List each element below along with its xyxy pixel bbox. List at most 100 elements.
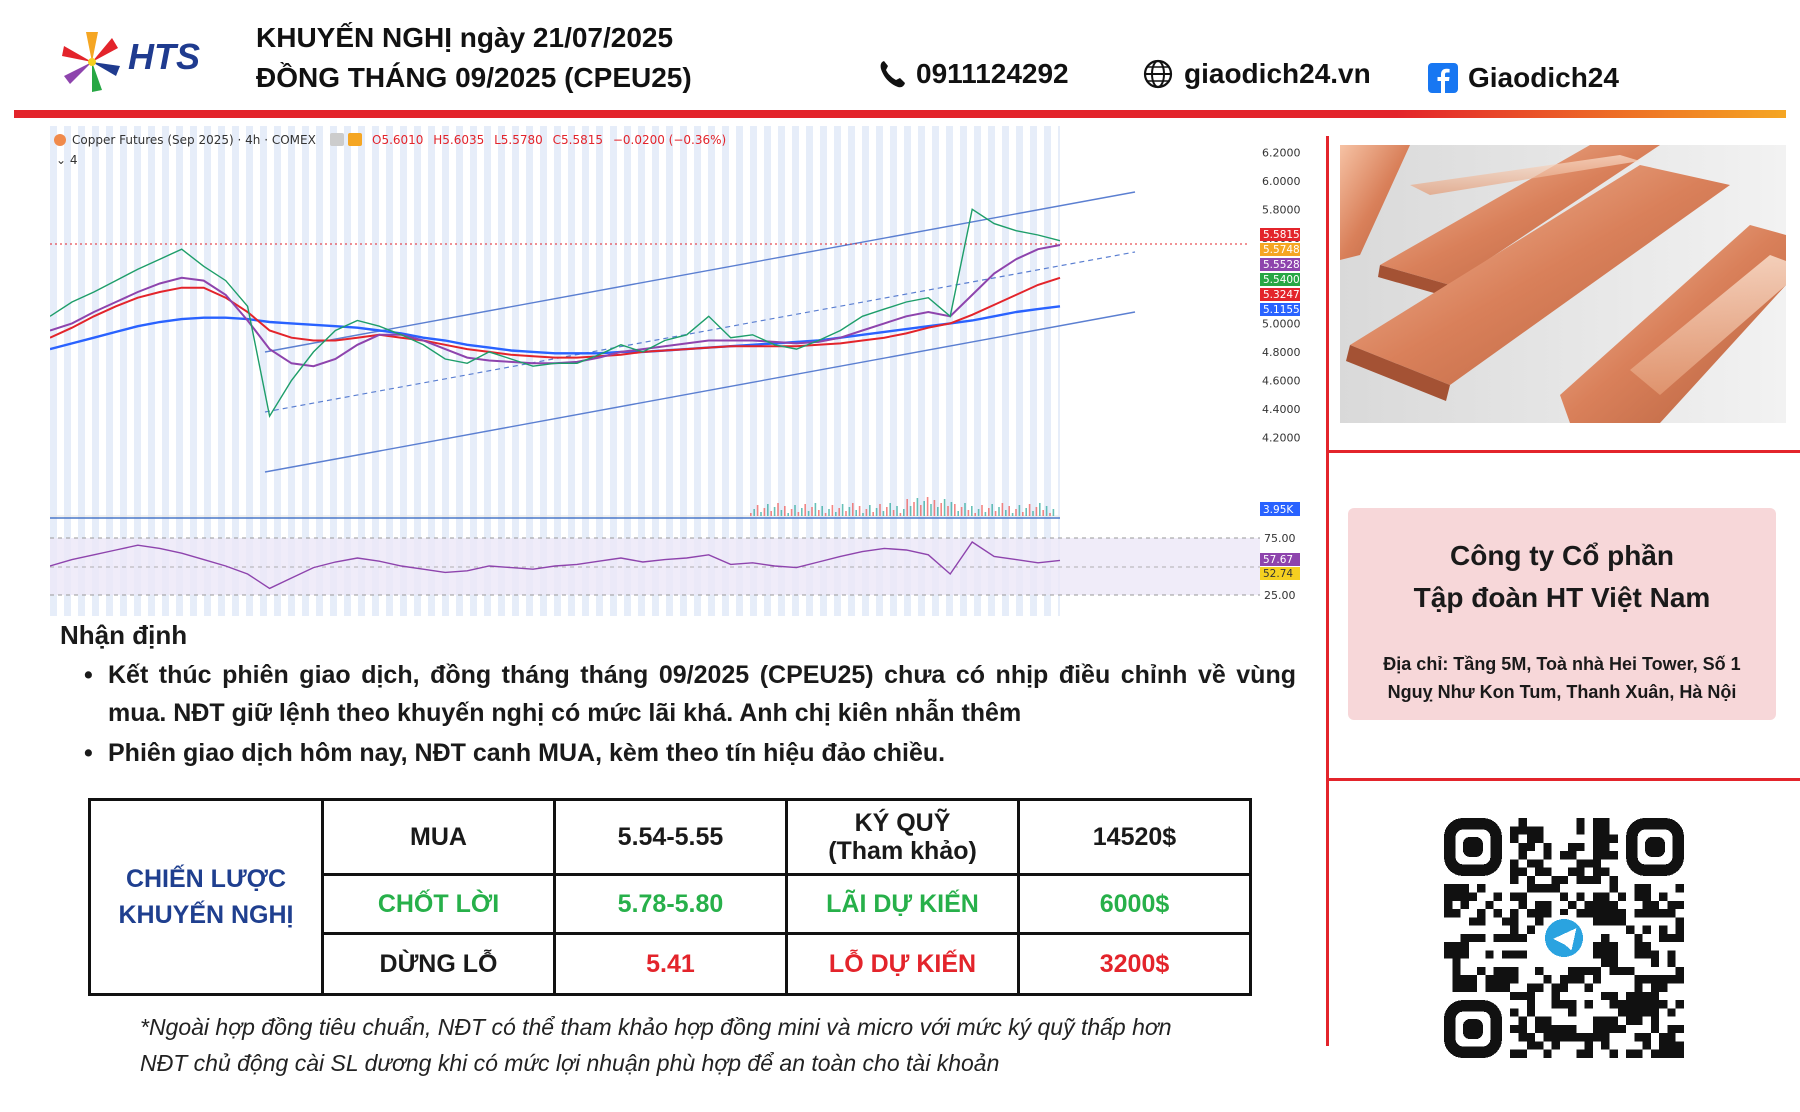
delayed-data-icon — [348, 133, 362, 146]
volume-bar — [892, 510, 895, 516]
volume-bar — [1001, 503, 1004, 516]
volume-bar — [862, 513, 864, 516]
volume-bar — [957, 511, 959, 516]
price-label-box — [1260, 243, 1300, 256]
strategy-label: CHIẾN LƯỢC KHUYẾN NGHỊ — [88, 798, 324, 996]
volume-bar — [886, 507, 888, 516]
volume-bar — [896, 506, 898, 516]
phone-number: 0911124292 — [916, 58, 1069, 89]
copper-bars-image — [1340, 145, 1786, 423]
facebook-page: Giaodich24 — [1468, 62, 1619, 93]
volume-bar — [933, 500, 936, 516]
volume-bar — [906, 499, 908, 516]
header-divider — [14, 110, 1786, 118]
strategy-table: CHIẾN LƯỢC KHUYẾN NGHỊ MUA 5.54-5.55 KÝ … — [88, 798, 1252, 996]
volume-bar — [1025, 508, 1027, 516]
price-line — [50, 208, 1061, 418]
volume-bar — [818, 510, 820, 516]
recommendation-title: KHUYẾN NGHỊ ngày 21/07/2025 — [256, 22, 674, 53]
volume-label: 3.95K — [1263, 504, 1294, 516]
analysis-bullet-text: Phiên giao dịch hôm nay, NĐT canh MUA, k… — [108, 739, 946, 767]
y-tick-label: 4.4000 — [1262, 403, 1300, 416]
volume-bar — [804, 504, 806, 516]
indicator-toggle[interactable]: ⌄ 4 — [56, 153, 78, 167]
contact-phone[interactable]: 0911124292 — [878, 58, 1069, 90]
volume-bar — [1011, 513, 1014, 516]
volume-bar — [950, 502, 953, 516]
rsi-tick-label: 75.00 — [1264, 532, 1296, 545]
volume-bar — [872, 512, 874, 516]
facebook-icon — [1428, 63, 1458, 93]
qr-code[interactable] — [1444, 818, 1684, 1058]
ohlc-close: C5.5815 — [553, 133, 603, 147]
expected-loss-label: LỖ DỰ KIẾN — [785, 932, 1020, 996]
volume-bar — [875, 508, 878, 516]
phone-icon — [880, 61, 905, 88]
company-name-line2: Tập đoàn HT Việt Nam — [1413, 582, 1711, 613]
volume-bar — [879, 504, 881, 516]
volume-bar — [811, 507, 813, 516]
session-shading — [50, 126, 1060, 616]
ohlc-change: −0.0200 (−0.36%) — [613, 133, 726, 147]
volume-bar — [889, 503, 891, 516]
expected-profit-label: LÃI DỰ KIẾN — [785, 873, 1020, 935]
expected-profit-amount: 6000$ — [1017, 873, 1252, 935]
volume-bar — [960, 507, 963, 516]
rsi-line — [50, 541, 1061, 590]
volume-bar — [1008, 506, 1010, 516]
instrument-label: Copper Futures (Sep 2025) · 4h · COMEX — [72, 133, 316, 147]
brand-name: HTS — [128, 36, 200, 77]
volume-bar — [835, 512, 837, 516]
y-tick-label: 4.2000 — [1262, 431, 1300, 444]
volume-bar — [991, 504, 993, 516]
volume-bar — [1052, 509, 1055, 516]
volume-bar — [797, 512, 800, 516]
volume-bar — [1039, 503, 1041, 516]
volume-bar — [937, 507, 939, 516]
volume-bar — [974, 513, 976, 516]
analysis-heading: Nhận định — [60, 620, 188, 650]
volume-bar — [773, 507, 776, 516]
buy-action: MUA — [321, 798, 556, 876]
copper-symbol-icon — [54, 134, 66, 146]
channel-upper-line — [264, 191, 1136, 353]
volume-bar — [923, 501, 925, 516]
contact-website[interactable]: giaodich24.vn — [1142, 58, 1371, 90]
volume-bar — [964, 503, 966, 516]
buy-price: 5.54-5.55 — [553, 798, 788, 876]
volume-bar — [756, 505, 759, 516]
volume-bar — [770, 511, 772, 516]
rsi-label-box — [1260, 567, 1300, 580]
price-label: 5.1155 — [1263, 304, 1300, 316]
volume-bar — [784, 506, 786, 516]
price-label: 5.5815 — [1263, 229, 1300, 241]
ma-blue-line — [50, 305, 1061, 355]
volume-bar — [1035, 507, 1038, 516]
volume-bar — [807, 511, 810, 516]
volume-bar — [852, 503, 854, 516]
volume-bar — [787, 513, 789, 516]
volume-bar — [750, 513, 752, 516]
company-address-line1: Địa chỉ: Tầng 5M, Toà nhà Hei Tower, Số … — [1383, 654, 1741, 674]
stop-loss-action: DỪNG LỖ — [321, 932, 556, 996]
volume-bar — [967, 510, 970, 516]
price-label-box — [1260, 273, 1300, 286]
rsi-label: 57.67 — [1263, 554, 1293, 566]
contact-facebook[interactable]: Giaodich24 — [1428, 62, 1619, 94]
volume-bar — [940, 503, 942, 516]
y-tick-label: 5.8000 — [1262, 203, 1300, 216]
interval-icon — [330, 133, 344, 146]
margin-label-line1: KÝ QUỸ — [854, 809, 951, 837]
volume-label-box — [1260, 502, 1300, 516]
volume-bar — [998, 507, 1000, 516]
volume-bar — [1049, 513, 1051, 516]
svg-text:O5.6010 H5.6035 L5: O5.6010 H5.6035 L5.5780 C5.5815 −0.0200 … — [372, 133, 726, 147]
volume-bar — [1028, 504, 1031, 516]
volume-bar — [916, 498, 919, 516]
volume-bar — [831, 505, 834, 516]
y-tick-label: 6.0000 — [1262, 175, 1300, 188]
volume-bar — [977, 509, 980, 516]
rsi-band — [50, 538, 1260, 595]
volume-bar — [753, 509, 755, 516]
company-address-line2: Nguỵ Như Kon Tum, Thanh Xuân, Hà Nội — [1387, 682, 1737, 702]
